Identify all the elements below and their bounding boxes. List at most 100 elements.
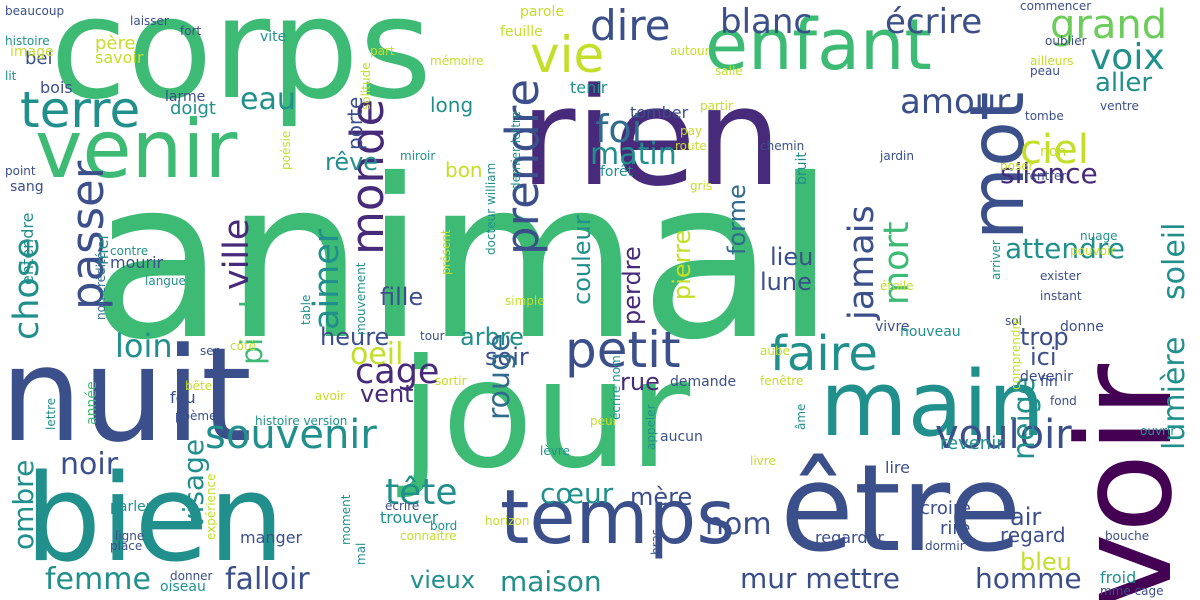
word-parole: parole (520, 4, 564, 20)
word-jamais: jamais (842, 205, 882, 320)
word-noir: noir (60, 447, 119, 482)
word-rien: rien (520, 59, 782, 216)
word-donne: donne (1060, 319, 1104, 335)
word-bel: bel (25, 48, 53, 69)
word-non-credite: non crédité (94, 251, 108, 320)
word-lettre: lettre (44, 397, 58, 430)
word-parler: parler (110, 499, 152, 515)
word-experience: expérience (204, 473, 218, 540)
word-savoir: savoir (95, 48, 144, 67)
word-rire: rire (940, 518, 971, 539)
word-present: présent (439, 229, 453, 275)
word-maison: maison (500, 565, 602, 598)
word-mere: mère (630, 483, 693, 511)
word-revenir: revenir (940, 433, 1004, 454)
word-non: non (1040, 144, 1067, 160)
word-doigt: doigt (170, 98, 216, 119)
word-sortir: sortir (435, 374, 467, 388)
word-ame: âme (794, 403, 808, 430)
word-bord: bord (430, 519, 458, 533)
word-commencer: commencer (1020, 0, 1092, 13)
word-souvenir: souvenir (205, 412, 377, 458)
word-petit: petit (565, 321, 681, 379)
word-beaucoup: beaucoup (5, 4, 65, 18)
word-ecrire: écrire (885, 2, 983, 42)
word-arbre: arbre (460, 323, 524, 351)
word-simple: simple (505, 294, 545, 308)
word-terre: terre (20, 81, 141, 139)
word-homme: homme (975, 562, 1082, 595)
word-silence: silence (1000, 157, 1098, 190)
word-pouvoir: pouvoir (1070, 244, 1116, 258)
word-etre: être (780, 440, 1022, 579)
word-docteur-william: docteur william (484, 162, 498, 255)
word-peau: peau (1030, 64, 1060, 78)
word-laisser: laisser (130, 14, 169, 28)
word-arriver: arriver (989, 240, 1003, 280)
word-lieu: lieu (770, 243, 814, 271)
word-nuage: nuage (1080, 229, 1118, 243)
word-nouveau: nouveau (900, 324, 961, 340)
word-fenetre: fenêtre (760, 374, 804, 388)
word-mal: mal (354, 542, 368, 565)
word-contre: contre (110, 244, 149, 258)
word-appeler: appeler (644, 404, 658, 450)
word-grand: grand (1050, 2, 1168, 48)
word-horizon: horizon (485, 514, 530, 528)
word-mme-cage: mme cage (1100, 584, 1164, 598)
word-mur-mettre: mur mettre (740, 562, 901, 595)
word-oeil: oeil (350, 337, 404, 372)
word-vivre: vivre (875, 319, 910, 335)
word-partir: partir (700, 99, 733, 113)
word-fil: fil (185, 324, 196, 338)
word-froid: froid (1100, 568, 1137, 587)
word-loin: loin (115, 327, 173, 365)
word-temps: temps (500, 473, 736, 561)
word-nom: nom (705, 507, 772, 542)
word-fond: fond (1050, 394, 1077, 408)
word-tour: tour (420, 329, 445, 343)
word-part: part (370, 44, 395, 58)
word-bruit: bruit (794, 152, 810, 185)
word-ciel: ciel (1020, 127, 1089, 173)
word-rouge: rouge (482, 333, 517, 420)
word-instant: instant (1040, 289, 1082, 303)
word-trouver: trouver (380, 508, 439, 527)
word-autour: autour (670, 44, 710, 58)
word-salle: salle (715, 64, 743, 78)
word-histoire-version: histoire version (255, 414, 348, 428)
word-lit: lit (5, 69, 17, 83)
word-devenir: devenir (1020, 369, 1073, 385)
word-tomber: tomber (630, 103, 689, 122)
word-bras: bras (649, 528, 663, 555)
word-dernier-lettre: dernier lettre (509, 111, 523, 190)
word-ecrire: écrire (385, 499, 420, 513)
word-attendre: attendre (1005, 232, 1125, 265)
word-voix: voix (1090, 37, 1165, 78)
word-histoire: histoire (5, 34, 50, 48)
word-lune: lune (760, 268, 812, 296)
word-tete: tête (385, 472, 458, 513)
word-couleur: couleur (568, 215, 596, 305)
word-place: place (110, 539, 143, 553)
word-connaitre: connaître (400, 529, 457, 543)
word-donner: donner (170, 569, 213, 583)
word-perdre: perdre (618, 246, 646, 325)
word-main: main (820, 352, 1045, 457)
word-larme: larme (165, 89, 206, 105)
word-bon: bon (445, 158, 483, 182)
word-croire: croire (920, 498, 971, 519)
word-exister: exister (1040, 269, 1081, 283)
word-entendre: entendre (18, 212, 37, 285)
word-femme: femme (45, 562, 151, 597)
word-soir: soir (485, 343, 529, 371)
word-sol: sol (1005, 314, 1022, 328)
word-manger: manger (240, 528, 303, 547)
word-animal: animal (90, 132, 836, 388)
word-trop: trop (1020, 323, 1069, 351)
word-air: air (1010, 503, 1042, 531)
word-pied: pied (235, 300, 270, 365)
word-sen: sen (200, 344, 222, 358)
word-livre: livre (750, 454, 776, 468)
word-corps: corps (50, 0, 432, 131)
